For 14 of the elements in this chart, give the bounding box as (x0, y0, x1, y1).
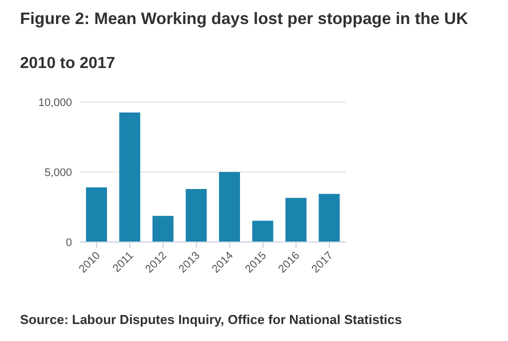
bar (119, 112, 140, 242)
bar (285, 198, 306, 242)
bar (318, 194, 340, 242)
bar (218, 172, 240, 242)
bar (252, 220, 274, 242)
chart-title: Figure 2: Mean Working days lost per stoppage in the UK (20, 10, 468, 29)
y-tick-label: 10,000 (38, 96, 72, 109)
bar (186, 188, 207, 242)
bar (152, 216, 174, 242)
chart-subtitle: 2010 to 2017 (20, 55, 116, 73)
y-tick-label: 5,000 (44, 166, 72, 179)
bar (86, 187, 107, 242)
source-note: Source: Labour Disputes Inquiry, Office for National Statistics (20, 312, 402, 327)
y-tick-label: 0 (66, 236, 72, 249)
